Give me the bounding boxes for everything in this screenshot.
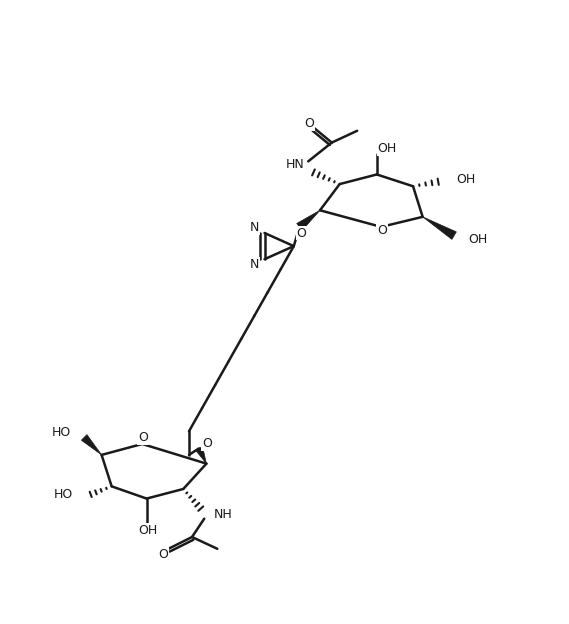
Text: OH: OH xyxy=(378,142,397,155)
Text: O: O xyxy=(158,547,168,560)
Text: OH: OH xyxy=(457,173,476,186)
Text: O: O xyxy=(377,224,387,237)
Text: HO: HO xyxy=(54,488,73,500)
Text: OH: OH xyxy=(468,233,487,246)
Text: OH: OH xyxy=(138,524,157,537)
Text: O: O xyxy=(202,437,212,451)
Text: N: N xyxy=(250,222,259,234)
Polygon shape xyxy=(196,447,207,464)
Text: O: O xyxy=(138,431,148,444)
Text: O: O xyxy=(304,117,314,130)
Polygon shape xyxy=(81,435,102,455)
Polygon shape xyxy=(296,210,320,230)
Text: N: N xyxy=(250,258,259,271)
Text: HO: HO xyxy=(52,426,71,439)
Text: O: O xyxy=(296,227,307,240)
Text: NH: NH xyxy=(214,508,233,521)
Text: HN: HN xyxy=(286,158,305,172)
Polygon shape xyxy=(423,217,456,240)
